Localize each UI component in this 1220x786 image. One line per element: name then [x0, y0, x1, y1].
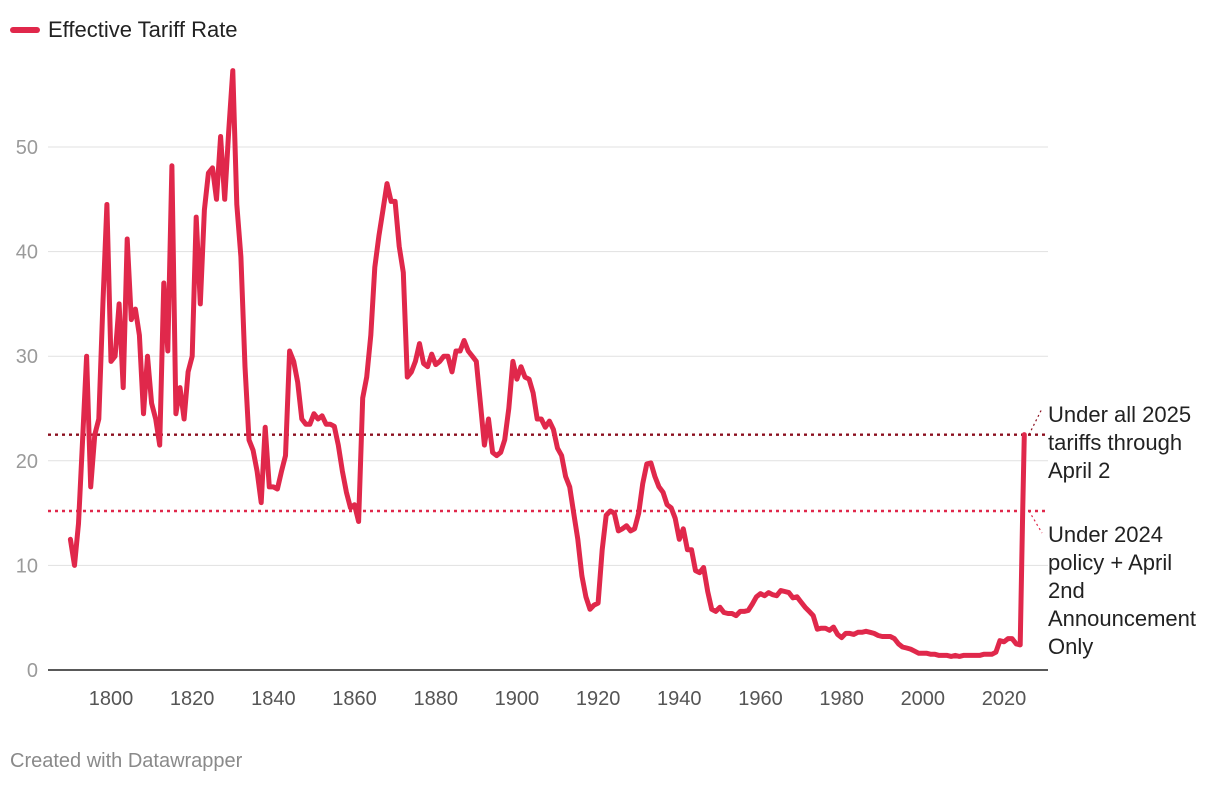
annotation-line: April 2 — [1048, 458, 1110, 483]
footer-credit: Created with Datawrapper — [10, 750, 243, 772]
annotation-line: policy + April — [1048, 550, 1172, 575]
reference-annotation: Under 2024 policy + April 2nd Announcement O… — [1048, 522, 1196, 659]
annotation-line: Under 2024 — [1048, 522, 1163, 547]
annotation-line: Announcement — [1048, 606, 1196, 631]
y-tick-label: 20 — [16, 451, 38, 473]
x-tick-label: 1820 — [170, 688, 215, 710]
x-tick-label: 2000 — [901, 688, 946, 710]
x-tick-label: 1840 — [251, 688, 296, 710]
legend-swatch — [10, 27, 40, 33]
y-tick-label: 40 — [16, 242, 38, 264]
y-tick-label: 0 — [27, 660, 38, 682]
x-tick-label: 1860 — [332, 688, 377, 710]
x-tick-label: 1880 — [413, 688, 458, 710]
annotation-connector — [1028, 510, 1043, 534]
x-tick-label: 1900 — [495, 688, 540, 710]
x-tick-label: 1920 — [576, 688, 621, 710]
x-tick-label: 1940 — [657, 688, 702, 710]
y-tick-label: 50 — [16, 137, 38, 159]
y-tick-label: 30 — [16, 346, 38, 368]
annotation-line: tariffs through — [1048, 430, 1182, 455]
annotation-connector — [1028, 408, 1043, 435]
annotation-line: 2nd — [1048, 578, 1085, 603]
x-tick-label: 1800 — [89, 688, 134, 710]
legend-label: Effective Tariff Rate — [48, 17, 238, 42]
x-tick-label: 2020 — [982, 688, 1027, 710]
y-tick-label: 10 — [16, 555, 38, 577]
x-tick-label: 1980 — [819, 688, 864, 710]
annotation-line: Only — [1048, 634, 1093, 659]
x-tick-label: 1960 — [738, 688, 783, 710]
series-line — [67, 68, 1027, 659]
legend: Effective Tariff Rate — [10, 16, 238, 44]
annotation-line: Under all 2025 — [1048, 402, 1191, 427]
reference-annotation: Under all 2025 tariffs through April 2 — [1048, 402, 1191, 483]
